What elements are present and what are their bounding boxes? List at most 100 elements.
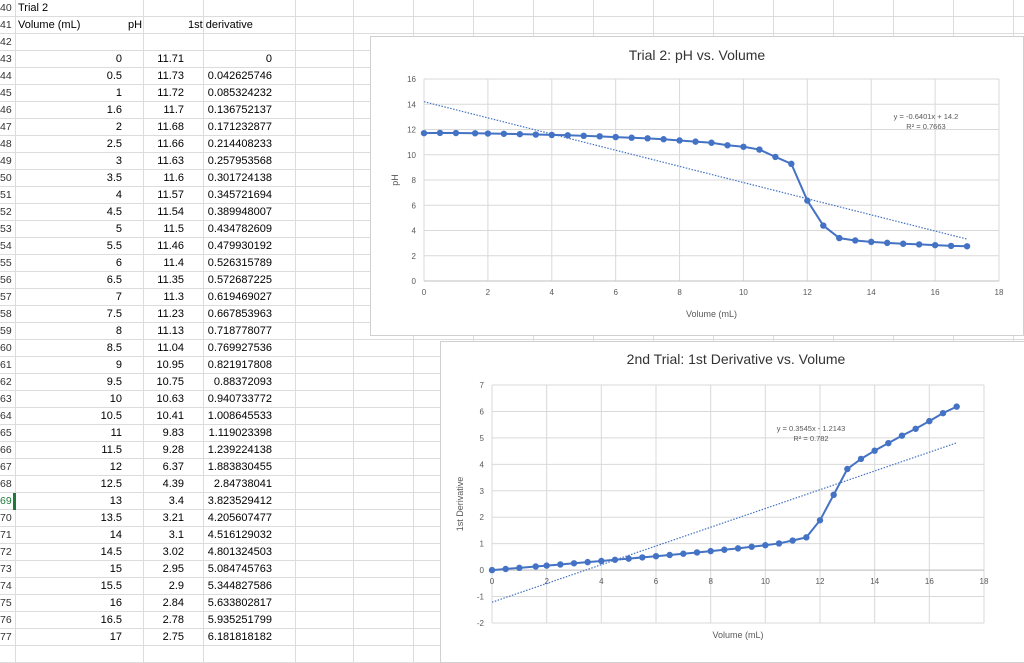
derivative-cell[interactable]: 4.205607477 [207, 512, 272, 524]
ph-cell[interactable]: 10.63 [156, 393, 184, 405]
derivative-cell[interactable]: 4.516129032 [207, 529, 272, 541]
ph-cell[interactable]: 11.57 [157, 189, 184, 201]
derivative-cell[interactable]: 0.214408233 [207, 138, 272, 150]
row-number[interactable]: 56 [0, 274, 12, 286]
row-number[interactable]: 58 [0, 308, 12, 320]
ph-cell[interactable]: 9.83 [162, 427, 184, 439]
derivative-cell[interactable]: 0.085324232 [207, 87, 272, 99]
ph-cell[interactable]: 11.23 [157, 308, 184, 320]
row-number[interactable]: 51 [0, 189, 12, 201]
row-number[interactable]: 77 [0, 631, 12, 643]
ph-cell[interactable]: 11.35 [157, 274, 184, 286]
ph-cell[interactable]: 6.37 [162, 461, 184, 473]
volume-cell[interactable]: 16.5 [100, 614, 122, 626]
ph-cell[interactable]: 11.7 [163, 104, 184, 116]
derivative-cell[interactable]: 1.008645533 [207, 410, 272, 422]
row-number[interactable]: 76 [0, 614, 12, 626]
derivative-cell[interactable]: 5.633802817 [207, 597, 272, 609]
ph-cell[interactable]: 4.39 [162, 478, 184, 490]
row-number[interactable]: 59 [0, 325, 12, 337]
row-number[interactable]: 50 [0, 172, 12, 184]
row-number[interactable]: 53 [0, 223, 12, 235]
volume-cell[interactable]: 3.5 [106, 172, 122, 184]
ph-cell[interactable]: 3.4 [168, 495, 184, 507]
volume-cell[interactable]: 7 [115, 291, 122, 303]
row-number[interactable]: 65 [0, 427, 12, 439]
row-number[interactable]: 74 [0, 580, 12, 592]
row-number[interactable]: 72 [0, 546, 12, 558]
derivative-cell[interactable]: 0.940733772 [207, 393, 272, 405]
row-number[interactable]: 61 [0, 359, 12, 371]
row-number[interactable]: 41 [0, 19, 12, 31]
derivative-cell[interactable]: 0.718778077 [207, 325, 272, 337]
ph-cell[interactable]: 2.78 [162, 614, 184, 626]
ph-cell[interactable]: 11.3 [163, 291, 184, 303]
row-number[interactable]: 43 [0, 53, 12, 65]
derivative-cell[interactable]: 0.821917808 [207, 359, 272, 371]
volume-cell[interactable]: 2 [115, 121, 122, 133]
volume-cell[interactable]: 17 [109, 631, 122, 643]
row-number[interactable]: 62 [0, 376, 12, 388]
derivative-cell[interactable]: 0.136752137 [207, 104, 272, 116]
ph-cell[interactable]: 10.41 [156, 410, 184, 422]
row-number[interactable]: 57 [0, 291, 12, 303]
row-number[interactable]: 69 [0, 495, 12, 507]
ph-cell[interactable]: 11.6 [163, 172, 184, 184]
volume-cell[interactable]: 11 [110, 427, 122, 439]
volume-cell[interactable]: 13 [109, 495, 122, 507]
volume-cell[interactable]: 15.5 [100, 580, 122, 592]
ph-cell[interactable]: 10.95 [156, 359, 184, 371]
ph-cell[interactable]: 11.71 [157, 53, 184, 65]
derivative-cell[interactable]: 0.257953568 [207, 155, 272, 167]
derivative-cell[interactable]: 0.572687225 [207, 274, 272, 286]
volume-cell[interactable]: 12.5 [100, 478, 122, 490]
derivative-cell[interactable]: 1.119023398 [208, 427, 272, 439]
trial-label-cell[interactable]: Trial 2 [18, 2, 49, 14]
row-number[interactable]: 67 [0, 461, 12, 473]
derivative-cell[interactable]: 0.667853963 [207, 308, 272, 320]
volume-cell[interactable]: 6 [115, 257, 122, 269]
volume-cell[interactable]: 15 [109, 563, 122, 575]
row-number[interactable]: 52 [0, 206, 12, 218]
derivative-cell[interactable]: 3.823529412 [207, 495, 272, 507]
row-number[interactable]: 64 [0, 410, 12, 422]
volume-cell[interactable]: 0 [115, 53, 122, 65]
volume-cell[interactable]: 12 [109, 461, 122, 473]
volume-cell[interactable]: 11.5 [101, 444, 122, 456]
row-number[interactable]: 75 [0, 597, 12, 609]
row-number[interactable]: 73 [0, 563, 12, 575]
row-number[interactable]: 66 [0, 444, 12, 456]
ph-cell[interactable]: 11.68 [157, 121, 184, 133]
derivative-cell[interactable]: 5.084745763 [207, 563, 272, 575]
volume-cell[interactable]: 10.5 [100, 410, 122, 422]
row-number[interactable]: 54 [0, 240, 12, 252]
derivative-cell[interactable]: 0.526315789 [207, 257, 272, 269]
derivative-cell[interactable]: 5.344827586 [207, 580, 272, 592]
derivative-cell[interactable]: 0.171232877 [207, 121, 272, 133]
derivative-cell[interactable]: 5.935251799 [207, 614, 272, 626]
volume-cell[interactable]: 5.5 [106, 240, 122, 252]
row-number[interactable]: 45 [0, 87, 12, 99]
row-number[interactable]: 48 [0, 138, 12, 150]
derivative-cell[interactable]: 0.769927536 [207, 342, 272, 354]
derivative-cell[interactable]: 0 [265, 53, 272, 65]
derivative-cell[interactable]: 0.88372093 [213, 376, 272, 388]
ph-cell[interactable]: 11.73 [157, 70, 184, 82]
ph-cell[interactable]: 11.4 [163, 257, 184, 269]
ph-cell[interactable]: 2.75 [162, 631, 184, 643]
row-number[interactable]: 49 [0, 155, 12, 167]
ph-cell[interactable]: 11.54 [157, 206, 184, 218]
volume-header-cell[interactable]: Volume (mL) [18, 19, 81, 31]
row-number[interactable]: 44 [0, 70, 12, 82]
derivative-cell[interactable]: 1.239224138 [207, 444, 272, 456]
row-number[interactable]: 71 [0, 529, 12, 541]
ph-cell[interactable]: 2.84 [162, 597, 184, 609]
ph-cell[interactable]: 3.02 [162, 546, 184, 558]
volume-cell[interactable]: 0.5 [106, 70, 122, 82]
volume-cell[interactable]: 9 [115, 359, 122, 371]
ph-cell[interactable]: 11.5 [163, 223, 184, 235]
row-number[interactable]: 55 [0, 257, 12, 269]
row-number[interactable]: 63 [0, 393, 12, 405]
row-number[interactable]: 46 [0, 104, 12, 116]
